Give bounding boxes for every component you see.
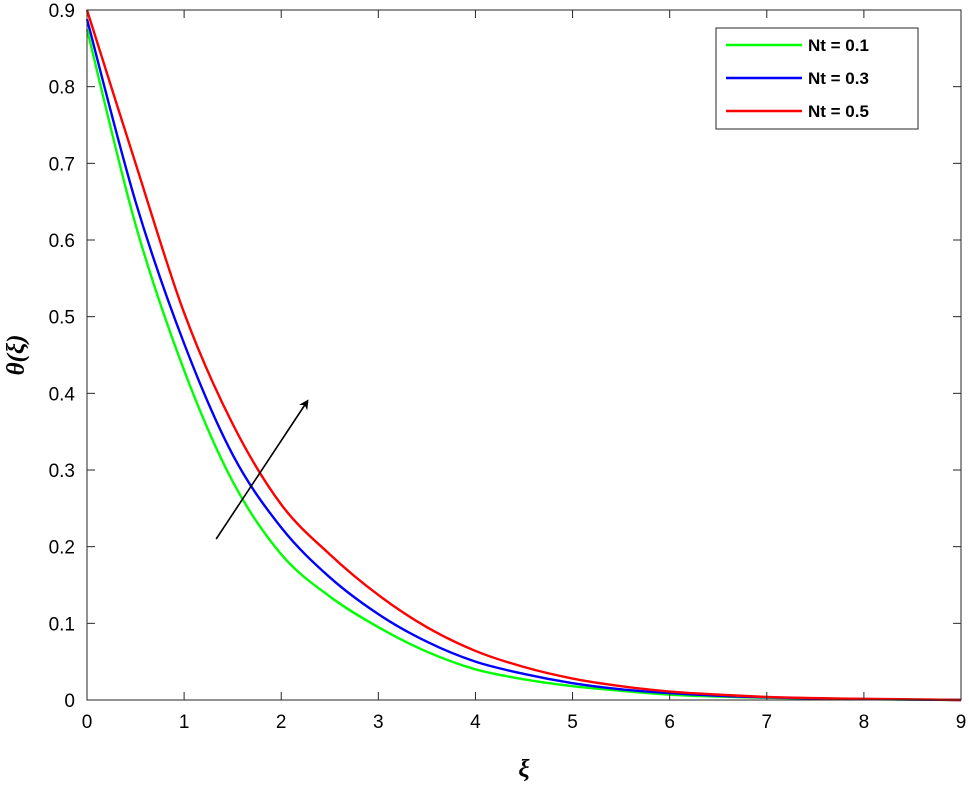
x-tick-label: 8 [859, 712, 870, 733]
x-tick-label: 7 [761, 712, 772, 733]
trend-arrow [215, 399, 309, 540]
legend: Nt = 0.1 Nt = 0.3 Nt = 0.5 [715, 27, 919, 130]
x-tick-label: 3 [373, 712, 384, 733]
x-tick-label: 9 [956, 712, 967, 733]
y-tick-label: 0 [64, 691, 75, 712]
y-tick-label: 0.1 [49, 614, 75, 635]
y-tick-label: 0.9 [49, 1, 75, 22]
y-tick-label: 0.2 [49, 538, 75, 559]
x-tick-label: 0 [82, 712, 93, 733]
x-tick-label: 2 [276, 712, 287, 733]
y-tick-label: 0.7 [49, 154, 75, 175]
x-tick-label: 4 [470, 712, 481, 733]
axes: 0 1 2 3 4 5 6 7 8 9 0 0.1 0.2 0.3 0.4 0.5 0.6 0.7 0.8 0.9 [49, 1, 967, 733]
axes-box [86, 9, 962, 701]
legend-label-2: Nt = 0.3 [808, 69, 869, 88]
x-tick-label: 1 [179, 712, 190, 733]
x-tick-label: 6 [664, 712, 675, 733]
y-axis-title: θ(ξ) [3, 335, 30, 376]
series-line-3 [85, 9, 962, 702]
y-tick-label: 0.4 [49, 384, 76, 405]
y-tick-label: 0.3 [49, 461, 75, 482]
x-tick-label: 5 [567, 712, 578, 733]
plot-area [85, 9, 962, 702]
legend-label-1: Nt = 0.1 [808, 36, 869, 55]
y-tick-label: 0.5 [49, 308, 75, 329]
y-tick-label: 0.6 [49, 231, 75, 252]
legend-label-3: Nt = 0.5 [808, 102, 869, 121]
series-line-1 [85, 28, 962, 702]
x-axis-title: ξ [518, 756, 530, 783]
y-tick-label: 0.8 [49, 78, 75, 99]
